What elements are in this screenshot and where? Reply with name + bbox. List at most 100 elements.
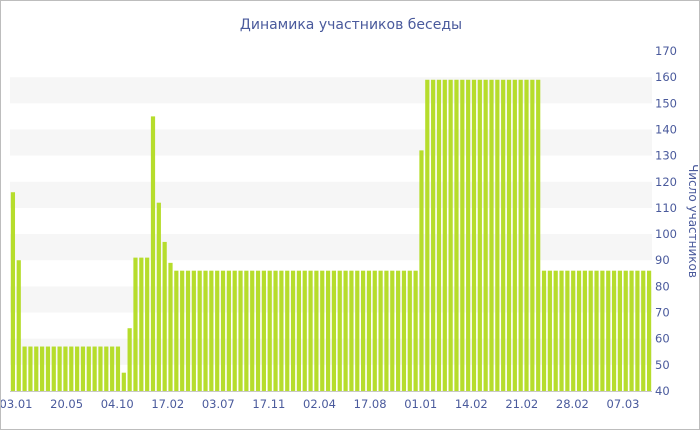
bar [501,79,506,392]
bar [209,270,214,391]
bar [524,79,529,392]
bar [191,270,196,391]
x-tick-label: 20.05 [50,397,83,411]
bar [489,79,494,392]
bar [40,346,45,391]
x-tick-label: 01.01 [404,397,437,411]
y-tick-label: 140 [655,123,677,137]
bar [127,328,132,391]
bar [331,270,337,391]
bar [325,270,331,391]
bar [220,270,226,391]
bar [623,270,628,391]
bar [104,346,109,391]
bar [512,79,517,392]
grid-band [10,181,652,208]
bar [174,270,179,391]
bar [16,260,21,391]
bar [425,79,430,392]
y-tick-label: 100 [655,227,677,241]
y-tick-label: 130 [655,149,677,163]
bar [75,346,80,391]
bar [606,270,611,391]
bar [641,270,646,391]
bar [45,346,51,391]
bar [611,270,617,391]
bar [454,79,459,392]
bar [261,270,266,391]
bar [372,270,377,391]
bar [22,346,27,391]
y-tick-label: 60 [655,332,670,346]
grid-band [10,234,652,261]
bar-series [10,79,652,392]
y-axis-label: Число участников [686,164,699,278]
y-tick-label: 40 [655,384,670,398]
bar [63,346,68,391]
bar [290,270,296,391]
bar [232,270,237,391]
bar [273,270,278,391]
y-tick-label: 110 [655,201,677,215]
bar [396,270,401,391]
bar [565,270,570,391]
bar [28,346,33,391]
bar [559,270,564,391]
bar [541,270,547,391]
bar [238,270,243,391]
bar [302,270,307,391]
x-tick-label: 07.03 [607,397,640,411]
bar [378,270,383,391]
bar [576,270,582,391]
bar [366,270,372,391]
y-axis-ticks: 40 50 60 70 80 90 100 110 120 130 140 150 160 170 [655,44,677,398]
bar [139,257,144,391]
bar [419,150,424,391]
bar [115,346,121,391]
bar [495,79,500,392]
bar [506,79,512,392]
x-tick-label: 17.02 [151,397,184,411]
bar [145,257,150,391]
bar [285,270,290,391]
bar [361,270,366,391]
y-tick-label: 170 [655,44,677,58]
bar [244,270,249,391]
bar [343,270,348,391]
y-tick-label: 80 [655,279,670,293]
bar [571,270,576,391]
bar [10,192,16,391]
bar [646,270,652,391]
bar [582,270,587,391]
bar [588,270,593,391]
bar [168,262,173,391]
y-tick-label: 150 [655,96,677,110]
bar [279,270,284,391]
bar [308,270,313,391]
bar [600,270,605,391]
bar [635,270,640,391]
bar [69,346,74,391]
bar [448,79,453,392]
bar [156,202,161,391]
x-tick-label: 14.02 [455,397,488,411]
bar [180,270,185,391]
bar [121,372,126,391]
bar [471,79,477,392]
x-tick-label: 17.11 [252,397,285,411]
y-tick-label: 70 [655,306,670,320]
bar [518,79,523,392]
bar [98,346,103,391]
bar [384,270,389,391]
bar [536,79,541,392]
bar [413,270,418,391]
x-tick-label: 03.07 [202,397,235,411]
x-axis-ticks: 03.01 20.05 04.10 17.02 03.07 17.11 02.04 17.08… [1,397,639,411]
bar [629,270,634,391]
bar [594,270,599,391]
bar [296,270,301,391]
bar [390,270,395,391]
bar [349,270,354,391]
